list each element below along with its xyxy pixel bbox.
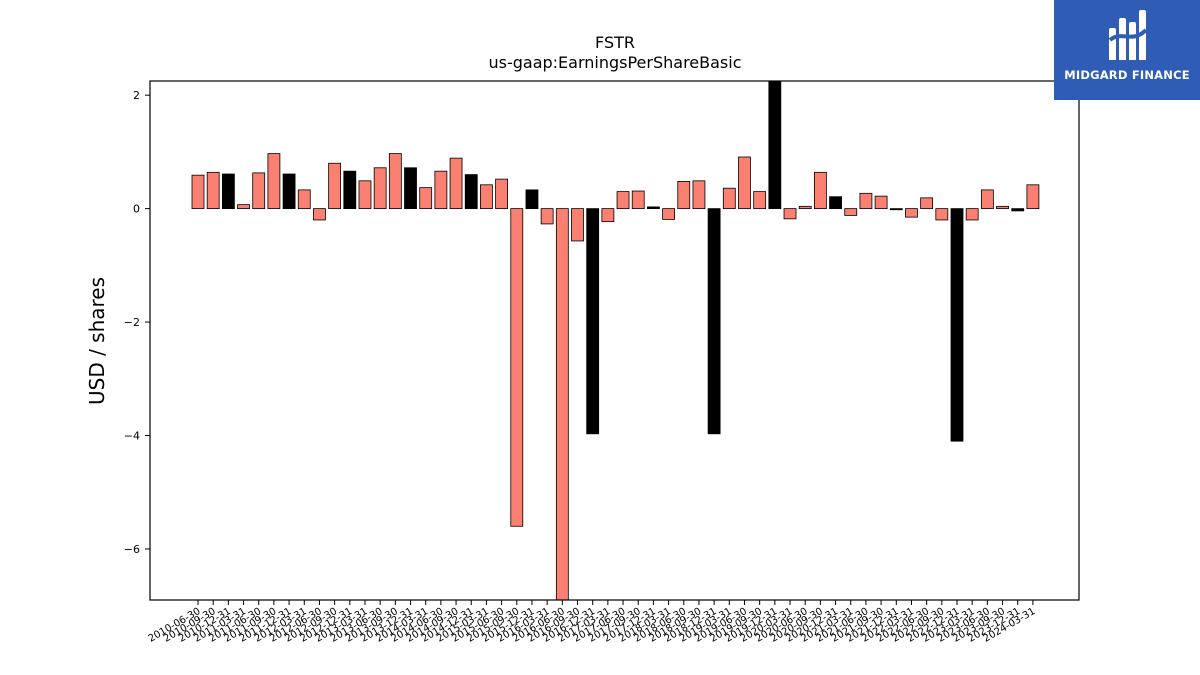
bar-2018-06-30 xyxy=(677,180,691,210)
bar-2017-06-30 xyxy=(616,191,630,210)
bar-2013-03-31 xyxy=(358,180,372,210)
bar-2014-09-30 xyxy=(449,157,463,210)
bars-group xyxy=(191,80,1040,601)
y-tick-label: 2 xyxy=(133,89,140,102)
bar-2010-12-31 xyxy=(221,173,235,210)
bar-2016-09-30 xyxy=(571,208,584,242)
bar-2017-09-30 xyxy=(631,190,645,210)
bar-2021-09-30 xyxy=(874,195,888,210)
bar-2022-03-31 xyxy=(905,208,918,218)
bar-2015-03-31 xyxy=(480,184,493,210)
chart-subtitle: us-gaap:EarningsPerShareBasic xyxy=(488,53,741,72)
midgard-finance-logo: MIDGARD FINANCE xyxy=(1054,0,1200,100)
bar-2015-12-31 xyxy=(525,189,539,210)
bar-2016-12-31 xyxy=(586,208,600,435)
bar-2012-12-31 xyxy=(343,170,357,210)
bar-2022-09-30 xyxy=(935,208,949,221)
bar-2024-03-31 xyxy=(1026,184,1040,210)
bar-2018-03-31 xyxy=(662,208,675,220)
bar-2016-03-31 xyxy=(540,208,554,225)
bar-2012-03-31 xyxy=(297,189,311,210)
bar-2023-03-31 xyxy=(965,208,979,221)
bar-2022-12-31 xyxy=(950,208,964,442)
bar-2012-09-30 xyxy=(328,162,342,210)
bar-2021-03-31 xyxy=(844,208,858,216)
bar-2021-06-30 xyxy=(859,192,873,210)
plot-frame xyxy=(149,80,1080,601)
y-tick-label: −2 xyxy=(124,316,140,329)
y-tick-label: 0 xyxy=(133,203,140,216)
bar-2023-09-30 xyxy=(996,205,1009,210)
bar-2020-12-31 xyxy=(829,196,842,210)
bar-2018-12-31 xyxy=(707,208,721,435)
bar-2019-03-31 xyxy=(722,187,736,210)
logo-mark-icon xyxy=(1108,10,1148,60)
bar-2014-03-31 xyxy=(419,187,433,210)
bar-2019-12-31 xyxy=(768,80,782,210)
bar-2013-12-31 xyxy=(404,167,417,210)
bar-2014-12-31 xyxy=(464,174,478,210)
bar-2020-09-30 xyxy=(813,171,827,210)
bar-2022-06-30 xyxy=(920,197,934,210)
bar-2013-06-30 xyxy=(373,167,387,210)
bar-2023-12-31 xyxy=(1011,208,1025,212)
bar-2021-12-31 xyxy=(889,208,903,211)
bar-2023-06-30 xyxy=(980,189,994,210)
bar-2011-06-30 xyxy=(252,172,266,210)
y-axis-label: USD / shares xyxy=(85,277,109,405)
y-axis: −6 −4 −2 0 2 xyxy=(124,89,150,556)
bar-2012-06-30 xyxy=(313,208,326,221)
y-tick-label: −6 xyxy=(124,543,140,556)
bar-2013-09-30 xyxy=(388,153,402,210)
bar-2019-09-30 xyxy=(753,191,767,210)
x-axis: 2010-06-302010-09-302010-12-312011-03-31… xyxy=(147,600,1037,645)
bar-2017-03-31 xyxy=(601,208,615,223)
bar-2019-06-30 xyxy=(738,156,751,210)
bar-2020-06-30 xyxy=(798,205,812,210)
bar-2020-03-31 xyxy=(783,208,797,220)
bar-2018-09-30 xyxy=(692,180,706,210)
bar-2011-12-31 xyxy=(282,173,296,210)
bar-2017-12-31 xyxy=(647,206,660,210)
logo-text: MIDGARD FINANCE xyxy=(1064,68,1190,82)
bar-2011-03-31 xyxy=(237,204,250,210)
y-tick-label: −4 xyxy=(124,430,140,443)
bar-2011-09-30 xyxy=(267,153,281,210)
bar-2010-06-30 xyxy=(191,174,205,210)
bar-2016-06-30 xyxy=(555,208,569,601)
chart-title: FSTR xyxy=(595,33,635,52)
bar-2010-09-30 xyxy=(206,171,220,210)
bar-2015-09-30 xyxy=(510,208,524,527)
bar-2015-06-30 xyxy=(495,178,509,210)
bar-2014-06-30 xyxy=(434,170,448,210)
